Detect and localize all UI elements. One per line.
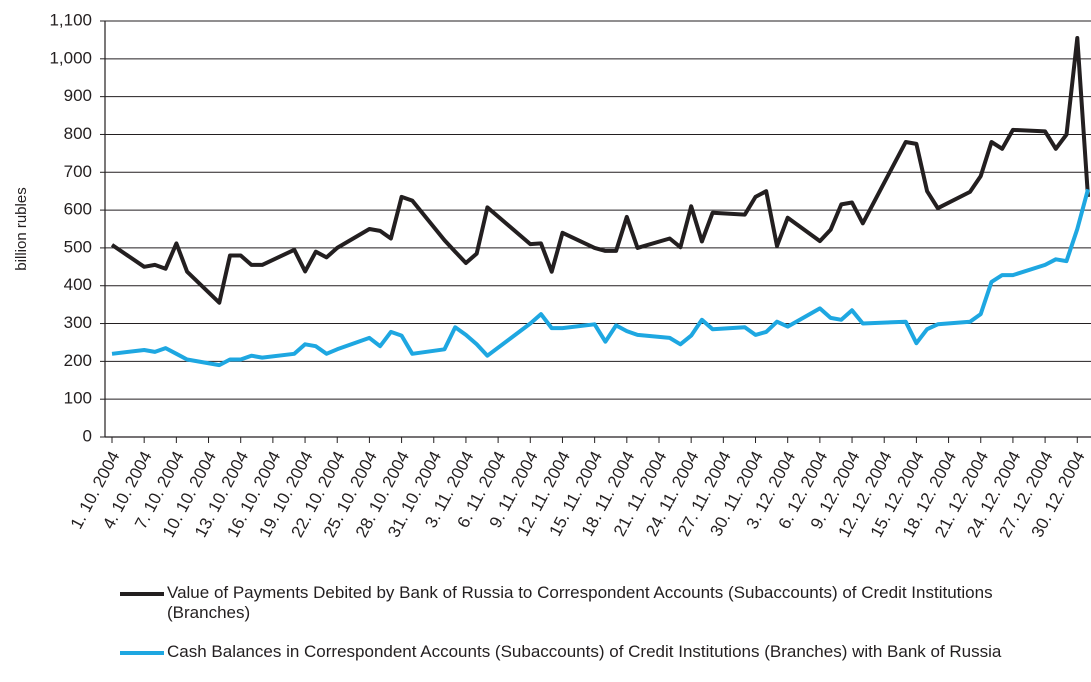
- y-tick-label: 1,100: [49, 10, 92, 29]
- y-tick-label: 800: [64, 124, 92, 143]
- legend-swatch: [120, 651, 164, 655]
- legend-label: Cash Balances in Correspondent Accounts …: [167, 642, 1002, 661]
- y-tick-label: 700: [64, 162, 92, 181]
- y-tick-label: 500: [64, 237, 92, 256]
- legend-swatch: [120, 592, 164, 596]
- legend-item: Value of Payments Debited by Bank of Rus…: [120, 583, 1080, 623]
- y-tick-label: 600: [64, 200, 92, 219]
- chart: billion rubles 0 100 200 300 400 500 600 700 800…: [13, 10, 1091, 540]
- legend-label: Value of Payments Debited by Bank of Rus…: [167, 583, 993, 622]
- y-axis-label: billion rubles: [13, 187, 30, 270]
- y-tick-label: 100: [64, 389, 92, 408]
- y-tick-label: 900: [64, 86, 92, 105]
- y-tick-label: 300: [64, 313, 92, 332]
- series-line: [111, 188, 1090, 368]
- series-line: [110, 36, 1090, 305]
- y-tick-label: 1,000: [49, 48, 92, 67]
- legend-item: Cash Balances in Correspondent Accounts …: [120, 642, 1080, 662]
- y-tick-label: 200: [64, 351, 92, 370]
- y-tick-label: 0: [83, 426, 92, 445]
- y-tick-label: 400: [64, 275, 92, 294]
